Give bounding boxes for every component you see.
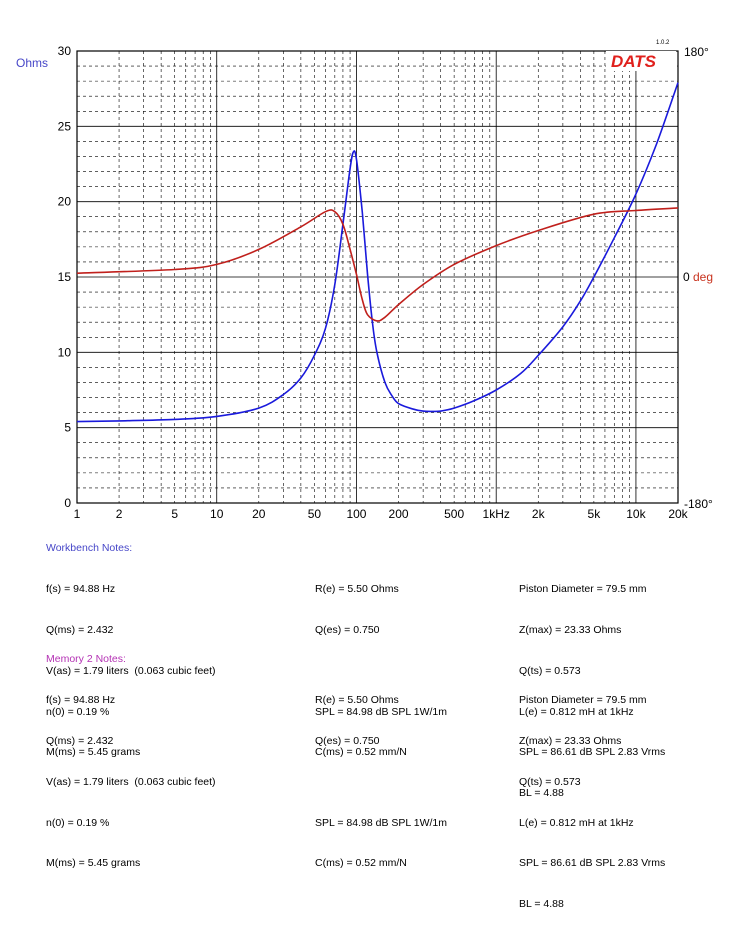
y-tick-label: 15 — [58, 270, 72, 284]
note-value — [315, 776, 447, 790]
note-value: C(ms) = 0.52 mm/N — [315, 746, 407, 759]
x-tick-label: 1 — [74, 507, 81, 521]
x-tick-label: 10k — [626, 507, 646, 521]
x-tick-label: 20k — [668, 507, 688, 521]
x-tick-label: 2k — [532, 507, 546, 521]
note-value: BL = 4.88 — [519, 898, 564, 911]
note-value: SPL = 84.98 dB SPL 1W/1m — [315, 705, 448, 718]
x-tick-label: 10 — [210, 507, 224, 521]
y-tick-label: 20 — [58, 195, 72, 209]
y2-tick-label: 180° — [684, 45, 709, 59]
y-tick-label: 25 — [58, 119, 72, 133]
note-value: n(0) = 0.19 % — [46, 816, 110, 829]
note-value: Q(es) = 0.750 — [315, 623, 380, 636]
memory-2-notes-header: Memory 2 Notes: — [46, 653, 126, 665]
x-tick-label: 5k — [588, 507, 602, 521]
workbench-notes-header: Workbench Notes: — [46, 542, 133, 554]
note-value: M(ms) = 5.45 grams — [46, 746, 141, 759]
logo-background — [606, 51, 676, 71]
workbench-col-1: f(s) = 94.88 Hz Q(ms) = 2.432 V(as) = 1.… — [46, 556, 216, 787]
note-value: Q(es) = 0.750 — [315, 734, 380, 747]
note-value: Piston Diameter = 79.5 mm — [519, 694, 647, 707]
note-value: Z(max) = 23.33 Ohms — [519, 734, 622, 747]
note-value: C(ms) = 0.52 mm/N — [315, 857, 407, 870]
y-tick-label: 30 — [58, 44, 72, 58]
note-value: R(e) = 5.50 Ohms — [315, 694, 399, 707]
note-value: SPL = 86.61 dB SPL 2.83 Vrms — [519, 746, 666, 759]
impedance-curve — [76, 82, 679, 423]
x-tick-label: 5 — [171, 507, 178, 521]
note-value: SPL = 86.61 dB SPL 2.83 Vrms — [519, 857, 666, 870]
x-tick-label: 1kHz — [483, 507, 510, 521]
note-value: n(0) = 0.19 % — [46, 705, 110, 718]
note-value: f(s) = 94.88 Hz — [46, 583, 116, 596]
note-value: f(s) = 94.88 Hz — [46, 694, 116, 707]
note-value: L(e) = 0.812 mH at 1kHz — [519, 816, 634, 829]
memory-2-notes: Memory 2 Notes: f(s) = 94.88 Hz Q(ms) = … — [46, 653, 706, 910]
memory-col-1: f(s) = 94.88 Hz Q(ms) = 2.432 V(as) = 1.… — [46, 667, 216, 898]
note-value: Q(ts) = 0.573 — [519, 664, 581, 677]
x-tick-label: 20 — [252, 507, 266, 521]
workbench-col-2: R(e) = 5.50 Ohms Q(es) = 0.750 SPL = 84.… — [315, 556, 447, 787]
note-value: L(e) = 0.812 mH at 1kHz — [519, 705, 634, 718]
memory-col-2: R(e) = 5.50 Ohms Q(es) = 0.750 SPL = 84.… — [315, 667, 447, 898]
x-tick-label: 50 — [308, 507, 322, 521]
note-value: Piston Diameter = 79.5 mm — [519, 583, 647, 596]
y2-unit-label: deg — [693, 270, 713, 284]
y-tick-label: 0 — [64, 496, 71, 510]
x-tick-label: 200 — [389, 507, 409, 521]
note-value: Q(ts) = 0.573 — [519, 775, 581, 788]
note-value: Q(ms) = 2.432 — [46, 623, 114, 636]
note-value: R(e) = 5.50 Ohms — [315, 583, 399, 596]
y-tick-label: 10 — [58, 345, 72, 359]
plot-frame — [76, 50, 679, 504]
workbench-notes: Workbench Notes: f(s) = 94.88 Hz Q(ms) =… — [46, 542, 706, 799]
y-tick-label: 5 — [64, 421, 71, 435]
memory-col-3: Piston Diameter = 79.5 mm Z(max) = 23.33… — [519, 667, 665, 939]
note-value: V(as) = 1.79 liters (0.063 cubic feet) — [46, 664, 216, 677]
y-axis-label: Ohms — [16, 56, 48, 70]
note-value: V(as) = 1.79 liters (0.063 cubic feet) — [46, 775, 216, 788]
note-value: SPL = 84.98 dB SPL 1W/1m — [315, 816, 448, 829]
x-tick-label: 100 — [346, 507, 366, 521]
x-tick-label: 2 — [116, 507, 123, 521]
note-value: M(ms) = 5.45 grams — [46, 857, 141, 870]
note-value: Q(ms) = 2.432 — [46, 734, 114, 747]
x-tick-label: 500 — [444, 507, 464, 521]
y2-tick-label: 0 — [683, 270, 690, 284]
version-label: 1.0.2 — [656, 40, 670, 46]
phase-curve — [76, 207, 679, 322]
y2-tick-label: -180° — [684, 497, 713, 511]
note-value: Z(max) = 23.33 Ohms — [519, 623, 622, 636]
dats-logo: DATS — [611, 52, 657, 71]
